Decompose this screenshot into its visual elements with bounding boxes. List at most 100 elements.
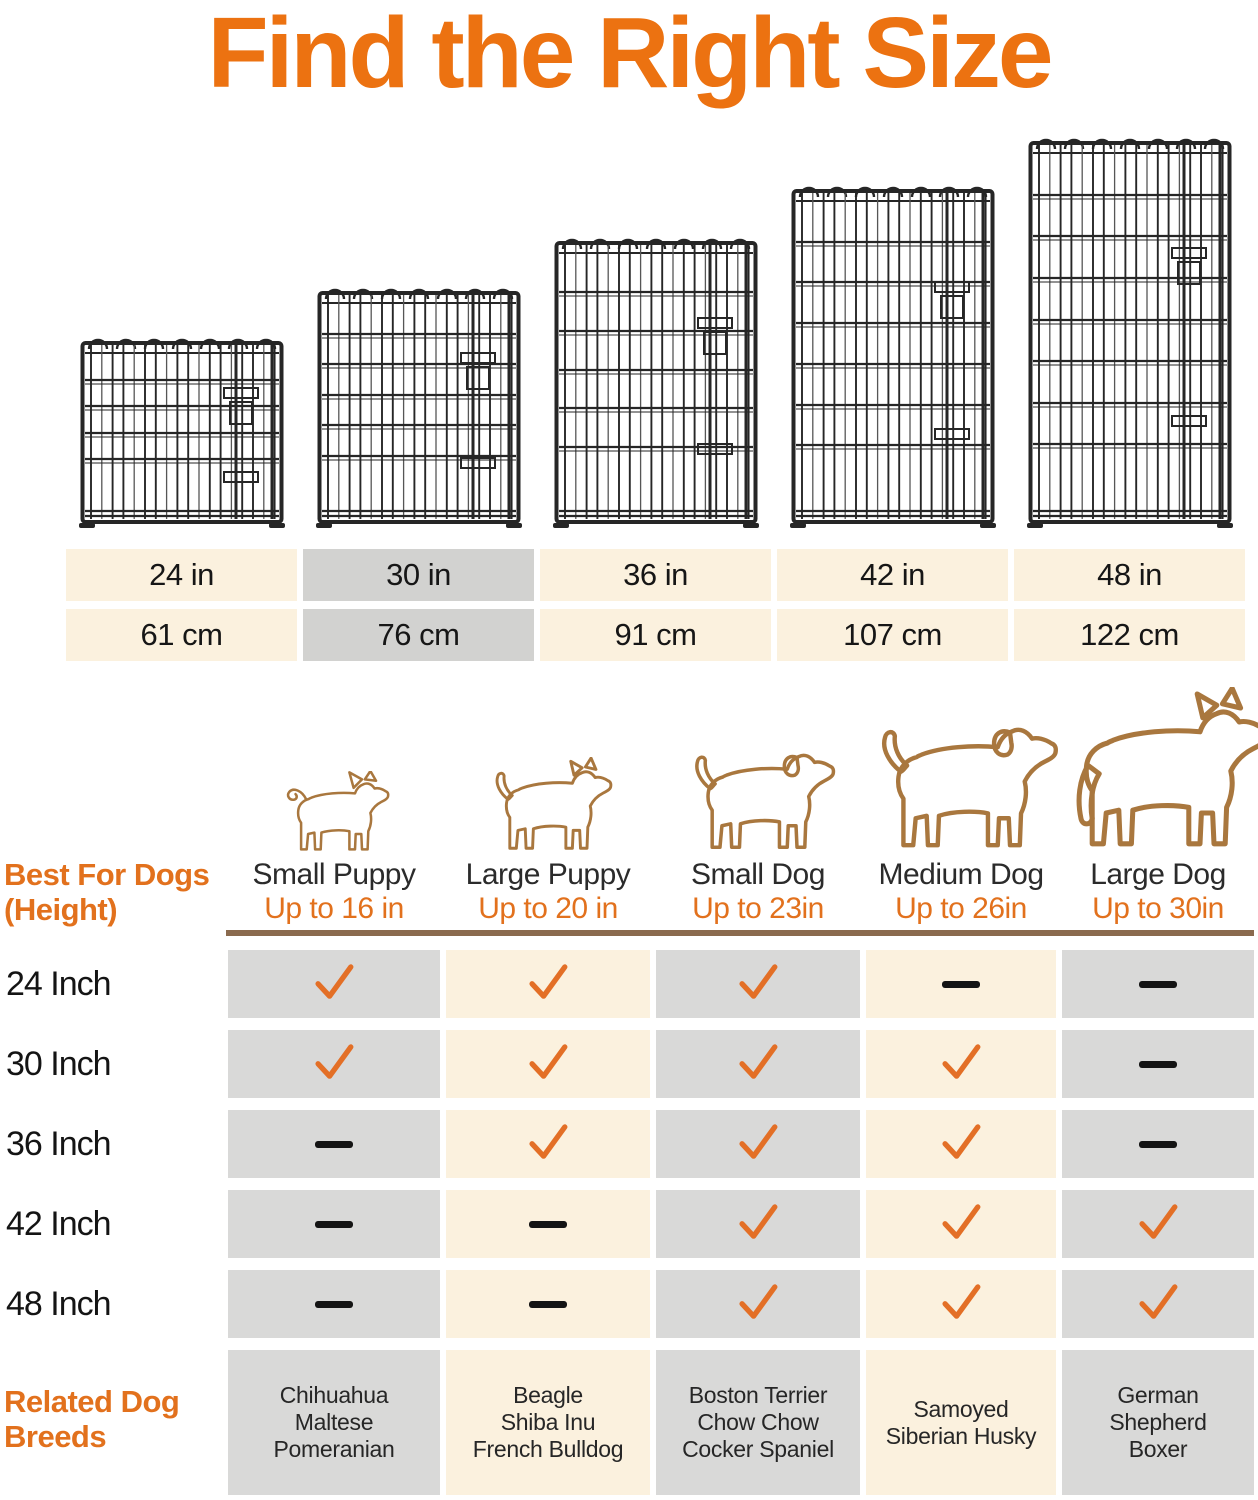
size-label: 76 cm — [377, 617, 460, 652]
matrix-row-label: 48 Inch — [6, 1284, 112, 1323]
breed-cell: Samoyed Siberian Husky — [866, 1350, 1056, 1495]
dash-icon — [942, 980, 980, 988]
matrix-cell — [656, 1110, 860, 1178]
check-icon — [311, 1041, 357, 1088]
large-puppy-icon — [483, 756, 613, 860]
matrix-cell — [866, 950, 1056, 1018]
check-icon — [525, 961, 571, 1008]
dog-size-name: Medium Dog — [878, 858, 1044, 891]
size-table-cell: 107 cm — [777, 609, 1008, 661]
dash-icon — [315, 1220, 353, 1228]
medium-dog-icon — [863, 708, 1059, 860]
size-table-cell: 76 cm — [303, 609, 534, 661]
size-label: 42 in — [860, 557, 925, 592]
check-icon — [735, 1201, 781, 1248]
matrix-cell — [446, 1190, 650, 1258]
check-icon — [735, 961, 781, 1008]
matrix-cell — [1062, 1030, 1254, 1098]
check-icon — [938, 1121, 984, 1168]
breed-list: German Shepherd Boxer — [1109, 1382, 1207, 1463]
large-dog-icon — [1046, 685, 1258, 860]
size-table-cell: 36 in — [540, 549, 771, 601]
wire-panel-image — [552, 228, 760, 533]
table-top-divider — [226, 930, 1254, 936]
check-icon — [1135, 1201, 1181, 1248]
matrix-row-label: 42 Inch — [6, 1204, 112, 1243]
check-icon — [735, 1121, 781, 1168]
dog-max-height: Up to 30in — [1092, 892, 1224, 925]
matrix-cell — [656, 1190, 860, 1258]
related-breeds-label-line2: Breeds — [4, 1419, 107, 1454]
wire-panel-image — [1026, 128, 1234, 533]
breed-name: Shiba Inu — [500, 1409, 596, 1435]
matrix-cell — [446, 950, 650, 1018]
check-icon — [938, 1281, 984, 1328]
page-title: Find the Right Size — [207, 0, 1054, 109]
breed-name: Boston Terrier — [688, 1382, 828, 1408]
breed-name: Chihuahua — [279, 1382, 389, 1408]
breed-name: Boxer — [1128, 1436, 1188, 1462]
matrix-cell — [656, 950, 860, 1018]
dog-size-name: Large Puppy — [465, 858, 631, 891]
check-icon — [735, 1041, 781, 1088]
breed-name: Pomeranian — [273, 1436, 395, 1462]
size-label: 122 cm — [1080, 617, 1179, 652]
breed-list: Samoyed Siberian Husky — [886, 1396, 1037, 1450]
check-icon — [1135, 1281, 1181, 1328]
size-table-cell: 122 cm — [1014, 609, 1245, 661]
dash-icon — [1139, 1140, 1177, 1148]
breed-name: Chow Chow — [697, 1409, 819, 1435]
matrix-cell — [446, 1030, 650, 1098]
matrix-cell — [228, 1190, 440, 1258]
size-label: 107 cm — [843, 617, 942, 652]
small-puppy-icon — [278, 769, 390, 860]
size-table-cell: 42 in — [777, 549, 1008, 601]
dog-max-height: Up to 23in — [692, 892, 824, 925]
breed-cell: Boston Terrier Chow Chow Cocker Spaniel — [656, 1350, 860, 1495]
dog-max-height: Up to 16 in — [264, 892, 404, 925]
dash-icon — [529, 1300, 567, 1308]
matrix-cell — [1062, 1110, 1254, 1178]
matrix-cell — [1062, 1190, 1254, 1258]
size-label: 36 in — [623, 557, 688, 592]
breed-name: Beagle — [513, 1382, 583, 1408]
matrix-cell — [228, 1030, 440, 1098]
breed-name: Shepherd — [1109, 1409, 1207, 1435]
check-icon — [735, 1281, 781, 1328]
breed-list: Boston Terrier Chow Chow Cocker Spaniel — [682, 1382, 834, 1463]
breed-name: Maltese — [294, 1409, 374, 1435]
check-icon — [938, 1201, 984, 1248]
matrix-cell — [446, 1110, 650, 1178]
related-breeds-label-line1: Related Dog — [4, 1384, 180, 1419]
best-for-dogs-label-line1: Best For Dogs — [4, 857, 210, 892]
wire-panel-image — [315, 278, 523, 533]
dash-icon — [1139, 980, 1177, 988]
breed-name: German — [1117, 1382, 1199, 1408]
size-label: 48 in — [1097, 557, 1162, 592]
matrix-cell — [1062, 950, 1254, 1018]
check-icon — [938, 1041, 984, 1088]
size-label: 61 cm — [140, 617, 223, 652]
matrix-row-label: 24 Inch — [6, 964, 112, 1003]
size-table-cell: 24 in — [66, 549, 297, 601]
related-breeds-label: Related Dog Breeds — [4, 1384, 180, 1454]
dash-icon — [315, 1140, 353, 1148]
dash-icon — [1139, 1060, 1177, 1068]
size-table-cell: 48 in — [1014, 549, 1245, 601]
size-table-cell: 30 in — [303, 549, 534, 601]
check-icon — [311, 961, 357, 1008]
breed-cell: German Shepherd Boxer — [1062, 1350, 1254, 1495]
size-table-cell: 91 cm — [540, 609, 771, 661]
dog-max-height: Up to 26in — [895, 892, 1027, 925]
dash-icon — [529, 1220, 567, 1228]
matrix-cell — [1062, 1270, 1254, 1338]
matrix-cell — [228, 1110, 440, 1178]
dog-max-height: Up to 20 in — [478, 892, 618, 925]
best-for-dogs-label-line2: (Height) — [4, 892, 118, 927]
matrix-cell — [656, 1030, 860, 1098]
matrix-row-label: 36 Inch — [6, 1124, 112, 1163]
dog-size-name: Small Puppy — [252, 858, 416, 891]
matrix-cell — [446, 1270, 650, 1338]
matrix-cell — [866, 1270, 1056, 1338]
wire-panel-image — [78, 328, 286, 533]
